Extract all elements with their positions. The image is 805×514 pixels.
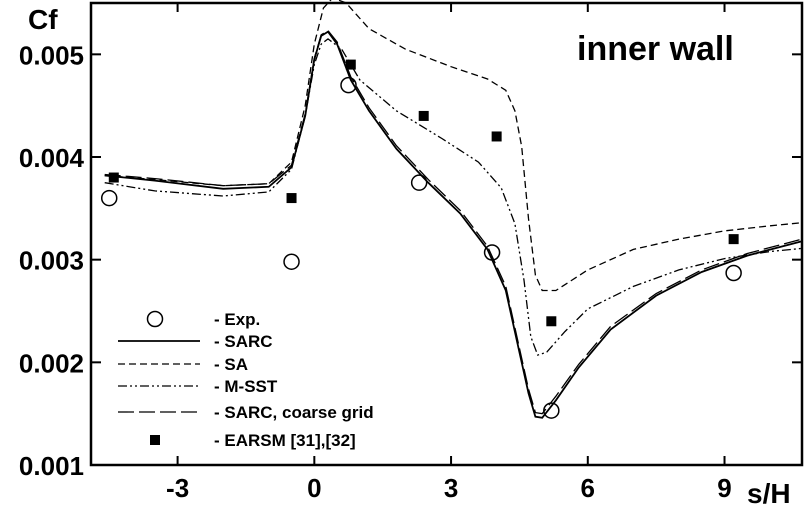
earsm-data-point <box>546 316 557 327</box>
exp-data-point <box>100 189 118 207</box>
legend: - Exp. - SARC - SA - M-SST - SARC, coarse gr… <box>118 310 374 450</box>
exp-data-point <box>410 174 428 191</box>
legend-label: - SARC <box>214 332 273 351</box>
y-tick-label: 0.002 <box>19 348 84 378</box>
earsm-data-point <box>286 193 297 204</box>
series-line-4 <box>104 29 803 415</box>
series-line-1 <box>104 30 803 419</box>
legend-marker <box>146 310 164 328</box>
series-line-3 <box>104 38 803 356</box>
earsm-data-point <box>418 110 429 121</box>
y-tick-label: 0.001 <box>19 451 84 481</box>
x-tick-label: 9 <box>717 473 731 503</box>
axis-ticks: -3 0 3 6 9 0.001 0.002 0.003 0.004 0.005 <box>19 3 802 503</box>
x-axis-label: s/H <box>747 478 791 509</box>
legend-marker <box>150 435 160 445</box>
x-tick-label: 3 <box>444 473 458 503</box>
x-tick-label: 0 <box>307 473 321 503</box>
chart-title: inner wall <box>577 30 734 68</box>
y-tick-label: 0.003 <box>19 246 84 276</box>
earsm-data-point <box>345 59 356 70</box>
y-tick-label: 0.004 <box>19 143 85 173</box>
earsm-data-point <box>728 234 739 245</box>
exp-data-point <box>283 253 300 270</box>
earsm-data-point <box>491 131 502 142</box>
series-layer <box>100 0 803 419</box>
legend-label: - Exp. <box>214 310 260 329</box>
plot-frame <box>89 1 804 467</box>
x-tick-label: -3 <box>166 473 189 503</box>
legend-label: - M-SST <box>214 377 278 396</box>
earsm-data-point <box>108 172 119 183</box>
series-line-2 <box>104 0 803 292</box>
x-tick-label: 6 <box>581 473 595 503</box>
legend-label: - EARSM [31],[32] <box>214 431 356 450</box>
legend-label: - SA <box>214 355 248 374</box>
legend-label: - SARC, coarse grid <box>214 403 374 422</box>
y-tick-label: 0.005 <box>19 40 84 70</box>
y-axis-label: Cf <box>28 4 58 35</box>
exp-data-point <box>725 264 742 282</box>
